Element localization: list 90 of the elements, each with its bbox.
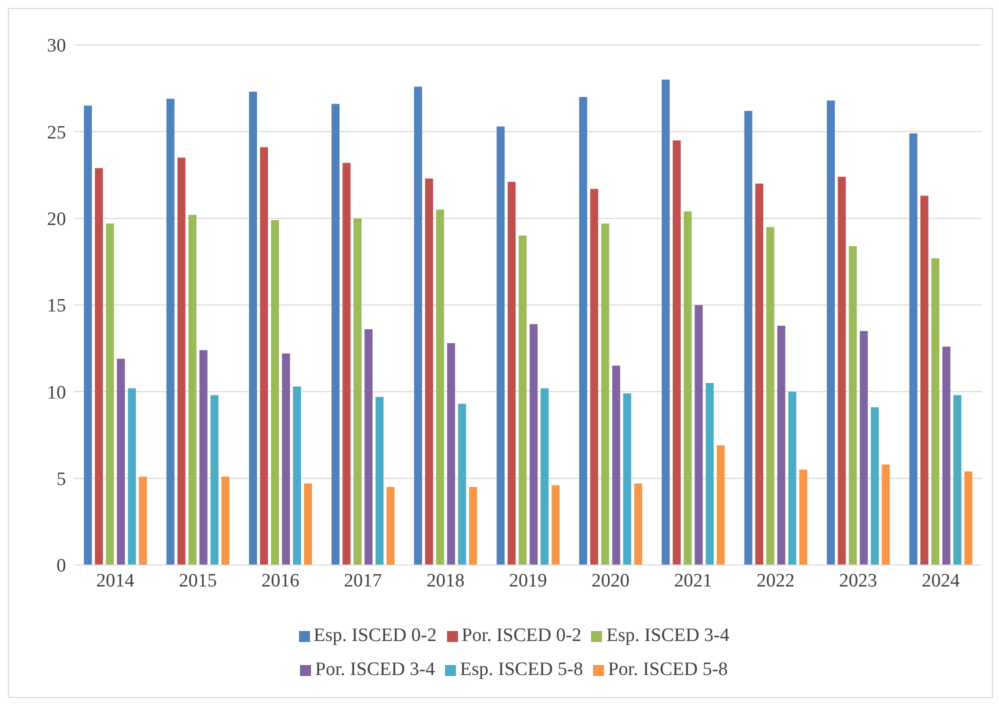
bar [870,407,879,565]
bar [94,168,103,565]
legend-label: Por. ISCED 3-4 [315,659,435,680]
bar [248,92,257,565]
bar [436,210,444,565]
bar [188,214,196,565]
bar [84,106,92,565]
legend-label: Por. ISCED 5-8 [608,659,728,680]
bar [706,383,714,565]
x-tick-label: 2022 [756,570,795,592]
x-tick-label: 2020 [592,570,630,592]
bar [601,224,610,565]
legend-label: Por. ISCED 0-2 [462,625,582,646]
bar [221,476,230,565]
bar [684,211,692,565]
bar [848,246,857,565]
bar [860,331,868,565]
bar [672,140,681,565]
bar [138,476,147,565]
bar [931,258,940,565]
x-tick-label: 2015 [178,570,217,592]
bar [716,445,725,565]
bar [342,162,351,565]
bar [530,324,538,565]
bar [458,404,466,565]
bar [579,97,588,565]
bar [364,329,373,565]
bar [612,366,620,565]
bar [177,158,186,565]
x-tick-label: 2017 [344,570,382,592]
bar [964,471,972,565]
bar [540,388,549,565]
bar [508,182,516,565]
bar [909,133,918,565]
x-tick-label: 2014 [96,570,135,592]
y-tick-label: 30 [47,36,66,57]
y-tick-label: 25 [47,122,66,144]
bar [826,100,835,565]
bar [744,110,752,565]
bar [662,80,670,565]
bar [447,343,456,565]
bar [210,395,218,565]
bar [332,104,340,565]
x-tick-label: 2021 [674,570,712,592]
bar [425,178,434,565]
bar [552,485,560,565]
bar [304,484,312,565]
bar [838,176,846,565]
x-tick-label: 2019 [509,570,547,592]
bar [414,86,422,565]
x-tick-label: 2016 [261,570,300,592]
bar [799,470,808,565]
bar [623,393,632,565]
y-tick-label: 5 [56,469,66,490]
y-tick-label: 15 [47,296,66,317]
bar [106,224,114,565]
bar [496,126,505,565]
legend-label: Esp. ISCED 5-8 [460,659,583,680]
legend-label: Esp. ISCED 3-4 [606,625,730,646]
bar [260,147,268,565]
y-tick-label: 10 [47,382,66,404]
x-tick-label: 2018 [426,570,464,592]
legend-label: Esp. ISCED 0-2 [314,625,437,646]
x-tick-label: 2024 [922,570,960,592]
bar [953,395,962,565]
bar [386,487,395,565]
bar [116,358,125,565]
bar [920,196,928,565]
bar [376,396,384,565]
bar [634,484,642,565]
bar [590,188,598,565]
bar [270,220,279,565]
bar [788,392,796,565]
bar [199,350,208,565]
bar [469,487,478,565]
bar [166,98,174,565]
bar [282,354,290,565]
y-tick-label: 20 [47,209,66,230]
bar [942,346,950,565]
bar [777,326,786,565]
bar [128,388,136,565]
bar [694,305,703,565]
bar [354,218,362,565]
x-tick-label: 2023 [839,570,878,592]
bar [518,236,527,565]
bar [766,227,774,565]
y-tick-label: 0 [56,556,66,577]
bar [882,464,890,565]
bar [755,184,764,565]
bar [292,386,301,565]
